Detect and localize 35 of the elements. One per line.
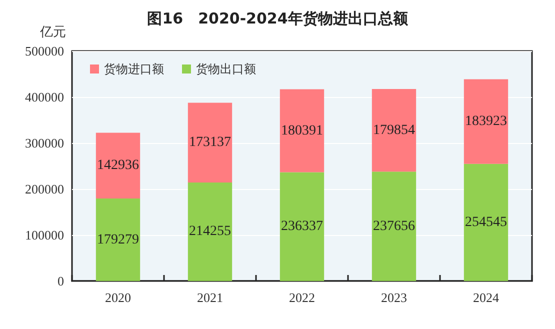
bar [280, 89, 324, 172]
x-tick-label: 2023 [381, 290, 407, 305]
x-tick-label: 2021 [197, 290, 223, 305]
data-label: 173137 [189, 135, 231, 150]
data-label: 183923 [465, 114, 507, 130]
data-label: 237656 [373, 218, 415, 234]
bar [96, 132, 140, 199]
y-axis-title: 亿元 [39, 25, 66, 40]
bar [372, 172, 416, 281]
bar [96, 198, 140, 281]
data-label: 214255 [189, 224, 231, 240]
y-tick-label: 100000 [25, 228, 64, 242]
y-tick-label: 500000 [25, 44, 64, 58]
y-tick-label: 400000 [25, 90, 64, 104]
chart-title: 图16 2020-2024年货物进出口总额 [147, 10, 409, 28]
data-label: 179279 [97, 232, 139, 248]
bar [464, 79, 508, 164]
bar [280, 172, 324, 281]
y-tick-label: 0 [58, 274, 64, 288]
bar [372, 88, 416, 172]
data-label: 254545 [465, 214, 507, 230]
legend-label: 货物出口额 [196, 62, 256, 76]
data-label: 142936 [97, 158, 139, 174]
x-tick-label: 2024 [473, 290, 500, 305]
legend-label: 货物进口额 [104, 62, 164, 76]
data-label: 179854 [373, 122, 415, 138]
bar [188, 102, 232, 182]
bar [188, 182, 232, 281]
data-label: 236337 [281, 219, 323, 234]
x-tick-label: 2020 [105, 290, 131, 305]
x-tick-label: 2022 [289, 290, 315, 305]
bar [464, 164, 508, 281]
y-tick-label: 200000 [25, 182, 64, 196]
data-label: 180391 [281, 123, 323, 138]
y-tick-label: 300000 [25, 136, 64, 150]
